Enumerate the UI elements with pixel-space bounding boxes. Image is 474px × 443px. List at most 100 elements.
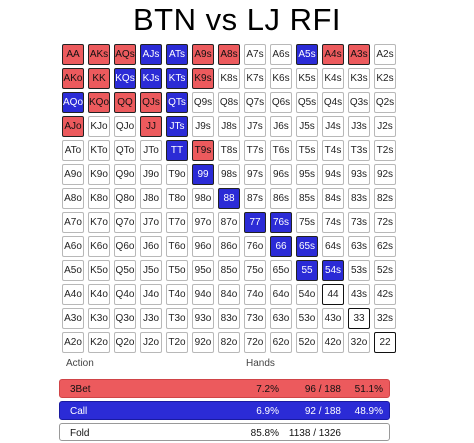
hand-cell-72s[interactable]: 72s (374, 212, 396, 233)
hand-cell-k6o[interactable]: K6o (88, 236, 110, 257)
hand-cell-73o[interactable]: 73o (244, 308, 266, 329)
hand-cell-a2s[interactable]: A2s (374, 44, 396, 65)
hand-cell-64o[interactable]: 64o (270, 284, 292, 305)
hand-cell-kts[interactable]: KTs (166, 68, 188, 89)
hand-cell-q4s[interactable]: Q4s (322, 92, 344, 113)
hand-cell-99[interactable]: 99 (192, 164, 214, 185)
hand-cell-q6s[interactable]: Q6s (270, 92, 292, 113)
hand-cell-k2s[interactable]: K2s (374, 68, 396, 89)
hand-cell-ajs[interactable]: AJs (140, 44, 162, 65)
hand-cell-88[interactable]: 88 (218, 188, 240, 209)
hand-cell-k8o[interactable]: K8o (88, 188, 110, 209)
hand-cell-q2s[interactable]: Q2s (374, 92, 396, 113)
hand-cell-qjs[interactable]: QJs (140, 92, 162, 113)
hand-cell-kto[interactable]: KTo (88, 140, 110, 161)
hand-cell-42o[interactable]: 42o (322, 332, 344, 353)
hand-cell-jts[interactable]: JTs (166, 116, 188, 137)
hand-cell-87o[interactable]: 87o (218, 212, 240, 233)
hand-cell-j4s[interactable]: J4s (322, 116, 344, 137)
hand-cell-k2o[interactable]: K2o (88, 332, 110, 353)
hand-cell-k5s[interactable]: K5s (296, 68, 318, 89)
hand-cell-54s[interactable]: 54s (322, 260, 344, 281)
hand-cell-j2s[interactable]: J2s (374, 116, 396, 137)
hand-cell-a3s[interactable]: A3s (348, 44, 370, 65)
hand-cell-65o[interactable]: 65o (270, 260, 292, 281)
hand-cell-53s[interactable]: 53s (348, 260, 370, 281)
hand-cell-77[interactable]: 77 (244, 212, 266, 233)
hand-cell-k7o[interactable]: K7o (88, 212, 110, 233)
hand-cell-86s[interactable]: 86s (270, 188, 292, 209)
hand-cell-kqo[interactable]: KQo (88, 92, 110, 113)
hand-cell-j9o[interactable]: J9o (140, 164, 162, 185)
hand-cell-q3s[interactable]: Q3s (348, 92, 370, 113)
hand-cell-t3s[interactable]: T3s (348, 140, 370, 161)
hand-cell-a7o[interactable]: A7o (62, 212, 84, 233)
hand-cell-kqs[interactable]: KQs (114, 68, 136, 89)
hand-cell-kk[interactable]: KK (88, 68, 110, 89)
hand-cell-ats[interactable]: ATs (166, 44, 188, 65)
hand-cell-t2s[interactable]: T2s (374, 140, 396, 161)
hand-cell-k4o[interactable]: K4o (88, 284, 110, 305)
hand-cell-44[interactable]: 44 (322, 284, 344, 305)
hand-cell-a2o[interactable]: A2o (62, 332, 84, 353)
hand-cell-92o[interactable]: 92o (192, 332, 214, 353)
hand-cell-aa[interactable]: AA (62, 44, 84, 65)
summary-row-3bet[interactable]: 3Bet 7.2% 96 / 188 51.1% (59, 379, 390, 398)
hand-cell-j3o[interactable]: J3o (140, 308, 162, 329)
hand-cell-a4s[interactable]: A4s (322, 44, 344, 65)
hand-cell-83o[interactable]: 83o (218, 308, 240, 329)
hand-cell-33[interactable]: 33 (348, 308, 370, 329)
hand-cell-t9o[interactable]: T9o (166, 164, 188, 185)
hand-cell-a9o[interactable]: A9o (62, 164, 84, 185)
hand-cell-q8s[interactable]: Q8s (218, 92, 240, 113)
hand-cell-63o[interactable]: 63o (270, 308, 292, 329)
hand-cell-74s[interactable]: 74s (322, 212, 344, 233)
hand-cell-84s[interactable]: 84s (322, 188, 344, 209)
hand-cell-a8o[interactable]: A8o (62, 188, 84, 209)
hand-cell-q8o[interactable]: Q8o (114, 188, 136, 209)
hand-cell-qts[interactable]: QTs (166, 92, 188, 113)
hand-cell-43s[interactable]: 43s (348, 284, 370, 305)
hand-cell-85o[interactable]: 85o (218, 260, 240, 281)
hand-cell-76s[interactable]: 76s (270, 212, 292, 233)
hand-cell-98s[interactable]: 98s (218, 164, 240, 185)
hand-cell-75o[interactable]: 75o (244, 260, 266, 281)
hand-cell-a3o[interactable]: A3o (62, 308, 84, 329)
hand-cell-75s[interactable]: 75s (296, 212, 318, 233)
hand-cell-j6o[interactable]: J6o (140, 236, 162, 257)
hand-cell-k3o[interactable]: K3o (88, 308, 110, 329)
hand-cell-96s[interactable]: 96s (270, 164, 292, 185)
hand-cell-a8s[interactable]: A8s (218, 44, 240, 65)
hand-cell-32s[interactable]: 32s (374, 308, 396, 329)
hand-cell-kjs[interactable]: KJs (140, 68, 162, 89)
hand-cell-95s[interactable]: 95s (296, 164, 318, 185)
hand-cell-95o[interactable]: 95o (192, 260, 214, 281)
hand-cell-73s[interactable]: 73s (348, 212, 370, 233)
summary-row-call[interactable]: Call 6.9% 92 / 188 48.9% (59, 401, 390, 420)
hand-cell-t8s[interactable]: T8s (218, 140, 240, 161)
summary-row-fold[interactable]: Fold 85.8% 1138 / 1326 (59, 423, 390, 441)
hand-cell-a5o[interactable]: A5o (62, 260, 84, 281)
hand-cell-j3s[interactable]: J3s (348, 116, 370, 137)
hand-cell-72o[interactable]: 72o (244, 332, 266, 353)
hand-cell-j6s[interactable]: J6s (270, 116, 292, 137)
hand-cell-92s[interactable]: 92s (374, 164, 396, 185)
hand-cell-43o[interactable]: 43o (322, 308, 344, 329)
hand-cell-t4s[interactable]: T4s (322, 140, 344, 161)
hand-cell-aqo[interactable]: AQo (62, 92, 84, 113)
hand-cell-63s[interactable]: 63s (348, 236, 370, 257)
hand-cell-k8s[interactable]: K8s (218, 68, 240, 89)
hand-cell-t5s[interactable]: T5s (296, 140, 318, 161)
hand-cell-97s[interactable]: 97s (244, 164, 266, 185)
hand-cell-q6o[interactable]: Q6o (114, 236, 136, 257)
hand-cell-83s[interactable]: 83s (348, 188, 370, 209)
hand-cell-k7s[interactable]: K7s (244, 68, 266, 89)
hand-cell-a6o[interactable]: A6o (62, 236, 84, 257)
hand-cell-65s[interactable]: 65s (296, 236, 318, 257)
hand-cell-q9s[interactable]: Q9s (192, 92, 214, 113)
hand-cell-ako[interactable]: AKo (62, 68, 84, 89)
hand-cell-55[interactable]: 55 (296, 260, 318, 281)
hand-cell-74o[interactable]: 74o (244, 284, 266, 305)
hand-cell-42s[interactable]: 42s (374, 284, 396, 305)
hand-cell-t4o[interactable]: T4o (166, 284, 188, 305)
